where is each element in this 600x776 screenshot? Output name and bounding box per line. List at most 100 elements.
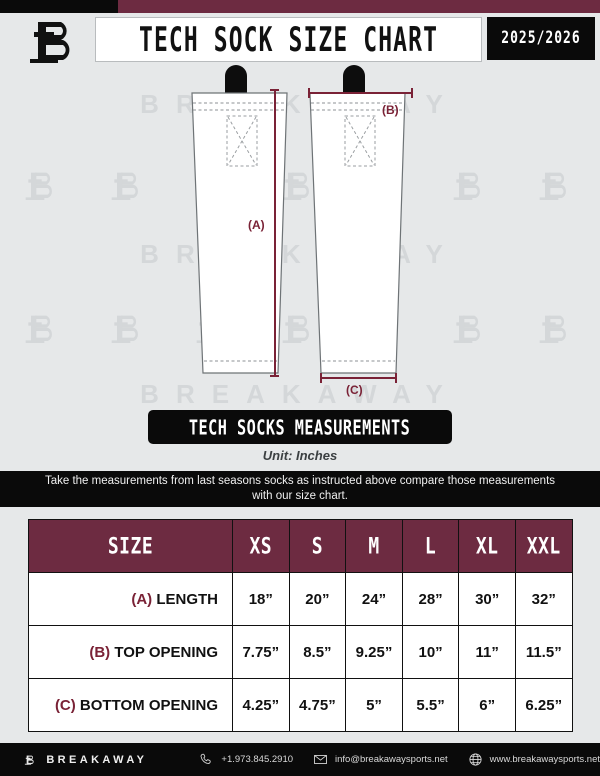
page-title: TECH SOCK SIZE CHART: [138, 19, 439, 60]
table-cell: 32”: [514, 572, 573, 626]
length-measure-cap-bottom: [270, 375, 279, 377]
top-opening-measure-line: [308, 92, 413, 94]
breakaway-b-watermark-icon: [454, 315, 481, 343]
page-header: TECH SOCK SIZE CHART 2025/2026: [0, 13, 600, 63]
table-header-cell: XS: [232, 519, 290, 573]
bottom-opening-measure-cap-left: [320, 373, 322, 383]
instruction-text: Take the measurements from last seasons …: [44, 475, 556, 502]
watermark-text: BREAKAWAY: [140, 379, 460, 409]
season-label: 2025/2026: [501, 28, 581, 49]
phone-icon: [201, 753, 212, 764]
top-opening-measure-cap-left: [308, 88, 310, 98]
sock-front-openings-view: (B) (C): [308, 61, 413, 397]
breakaway-b-watermark-icon: [454, 172, 481, 200]
top-accent-bar: [0, 0, 600, 13]
table-cell: 18”: [232, 572, 290, 626]
season-badge: 2025/2026: [487, 17, 595, 60]
table-cell: 4.75”: [288, 678, 347, 732]
table-row: (B) TOP OPENING 7.75” 8.5” 9.25” 10” 11”…: [28, 625, 573, 679]
footer-email[interactable]: info@breakawaysports.net: [313, 752, 448, 767]
bottom-opening-measure-label: (C): [346, 383, 363, 397]
table-cell: 10”: [401, 625, 460, 679]
top-opening-measure-label: (B): [382, 103, 399, 117]
table-header-cell: S: [288, 519, 347, 573]
table-cell: 20”: [288, 572, 347, 626]
header-label: L: [424, 532, 437, 560]
length-measure-label: (A): [248, 218, 265, 232]
breakaway-b-watermark-icon: [539, 315, 567, 343]
table-header-cell: XXL: [514, 519, 573, 573]
globe-icon: [469, 753, 482, 766]
row-label-cell: (A) LENGTH: [28, 572, 233, 626]
footer-brand: BREAKAWAY: [46, 753, 148, 766]
breakaway-b-watermark-icon: [111, 315, 138, 343]
breakaway-b-watermark-icon: [282, 172, 309, 200]
top-accent-bar-black-segment: [0, 0, 118, 13]
row-label-cell: (C) BOTTOM OPENING: [28, 678, 233, 732]
page-title-plate: TECH SOCK SIZE CHART: [95, 17, 482, 62]
table-cell: 6.25”: [514, 678, 573, 732]
footer-website-text: www.breakawaysports.net: [489, 754, 600, 765]
table-cell: 5”: [345, 678, 403, 732]
table-header-row: SIZE XS S M L XL XXL: [28, 519, 573, 573]
table-row: (A) LENGTH 18” 20” 24” 28” 30” 32”: [28, 572, 573, 626]
table-cell: 11.5”: [514, 625, 573, 679]
row-marker: (C): [54, 696, 76, 714]
breakaway-b-watermark-icon: [111, 172, 138, 200]
length-measure-line: [274, 89, 276, 377]
row-label: BOTTOM OPENING: [75, 696, 218, 714]
header-label: XL: [475, 532, 499, 560]
measurements-title-pill: TECH SOCKS MEASUREMENTS: [148, 410, 452, 444]
breakaway-b-watermark-icon: [282, 315, 309, 343]
sock-hanger-tab: [343, 65, 365, 98]
table-header-cell: SIZE: [28, 519, 233, 573]
row-marker: (A): [131, 590, 153, 608]
footer-phone-text: +1.973.845.2910: [221, 754, 294, 765]
unit-label: Unit: Inches: [262, 448, 338, 463]
table-cell: 28”: [401, 572, 460, 626]
size-chart-table: SIZE XS S M L XL XXL (A) LENGTH 18” 20” …: [28, 519, 573, 732]
sock-front-length-view: (A): [190, 61, 295, 391]
table-cell: 5.5”: [401, 678, 460, 732]
footer-phone[interactable]: +1.973.845.2910: [199, 752, 293, 767]
bottom-opening-measure-cap-right: [395, 373, 397, 383]
table-row: (C) BOTTOM OPENING 4.25” 4.75” 5” 5.5” 6…: [28, 678, 573, 732]
row-label: LENGTH: [152, 590, 218, 608]
table-cell: 30”: [458, 572, 516, 626]
top-opening-measure-cap-right: [411, 88, 413, 98]
table-cell: 11”: [458, 625, 516, 679]
breakaway-b-watermark-icon: [539, 172, 567, 200]
footer-website[interactable]: www.breakawaysports.net: [468, 752, 600, 767]
page-footer: BREAKAWAY +1.973.845.2910 info@breakaway…: [0, 743, 600, 776]
table-header-cell: L: [401, 519, 460, 573]
table-header-cell: M: [345, 519, 403, 573]
breakaway-b-watermark-icon: [25, 172, 52, 200]
instruction-band: Take the measurements from last seasons …: [0, 471, 600, 507]
row-label-cell: (B) TOP OPENING: [28, 625, 233, 679]
breakaway-b-logo-icon: [26, 17, 86, 67]
sock-outline: [191, 92, 288, 374]
table-cell: 8.5”: [288, 625, 347, 679]
table-cell: 4.25”: [232, 678, 290, 732]
sock-diagram-area: (A) (B) (C): [0, 61, 600, 406]
table-cell: 6”: [458, 678, 516, 732]
breakaway-b-logo-icon: [24, 755, 34, 765]
footer-email-text: info@breakawaysports.net: [335, 754, 448, 765]
header-label: XXL: [526, 532, 561, 560]
header-label: S: [311, 532, 324, 560]
row-label: TOP OPENING: [110, 643, 218, 661]
header-label: M: [368, 532, 380, 560]
breakaway-b-watermark-icon: [25, 315, 52, 343]
measurements-title: TECH SOCKS MEASUREMENTS: [189, 414, 411, 440]
table-cell: 24”: [345, 572, 403, 626]
bottom-opening-measure-line: [320, 377, 397, 379]
table-cell: 7.75”: [232, 625, 290, 679]
header-label: SIZE: [107, 532, 154, 560]
sock-hanger-tab: [225, 65, 247, 98]
row-marker: (B): [89, 643, 111, 661]
table-cell: 9.25”: [345, 625, 403, 679]
table-header-cell: XL: [458, 519, 516, 573]
length-measure-cap-top: [270, 89, 279, 91]
header-label: XS: [249, 532, 273, 560]
